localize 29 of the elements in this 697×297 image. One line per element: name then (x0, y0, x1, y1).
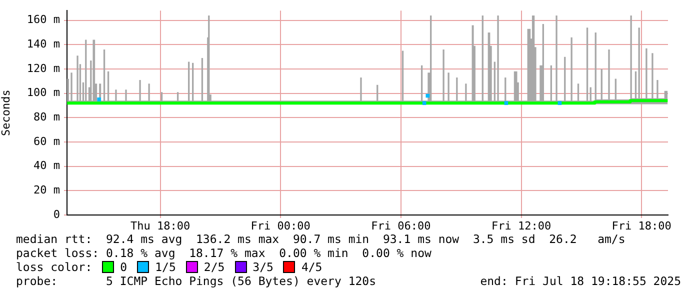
legend-label: 2/5 (204, 260, 225, 274)
point (422, 101, 426, 105)
y-axis-title: Seconds (0, 90, 12, 136)
y-tick-label: 20 m (34, 184, 60, 197)
legend-label: 4/5 (301, 260, 322, 274)
point (97, 98, 102, 102)
y-tick-label: 60 m (34, 134, 60, 148)
x-tick-label: Thu 18:00 (130, 219, 190, 232)
point (558, 101, 562, 105)
y-tick-label: 80 m (34, 110, 60, 124)
text: probe: 5 ICMP Echo Pings (56 Bytes) every 120s (16, 274, 376, 288)
legend-label: 3/5 (252, 260, 274, 274)
text: packet loss: 0.18 % avg 18.17 % max 0.00 % min 0.00 % now (16, 246, 432, 260)
legend-title: loss color: (16, 260, 92, 274)
y-tick-label: 100 m (26, 86, 60, 100)
y-tick-label: 0 (53, 208, 60, 221)
point (504, 101, 508, 105)
x-tick-label: Fri 06:00 (371, 219, 431, 232)
x-tick-label: Fri 12:00 (491, 219, 552, 232)
legend-label: 1/5 (155, 260, 176, 274)
y-tick-label: 160 m (26, 13, 60, 26)
x-tick-label: Fri 00:00 (250, 219, 310, 232)
y-tick-label: 40 m (34, 159, 60, 172)
y-tick-label: 140 m (26, 38, 60, 51)
text: end: Fri Jul 18 19:18:55 2025 (480, 274, 681, 288)
x-tick-label: Fri 18:00 (612, 219, 672, 232)
text: median rtt: 92.4 ms avg 136.2 ms max 90.7 ms min 93.1 ms now 3.5 ms sd 26.2 am/s (16, 232, 626, 246)
legend-label: 0 (120, 260, 128, 274)
y-tick-label: 120 m (26, 62, 60, 75)
